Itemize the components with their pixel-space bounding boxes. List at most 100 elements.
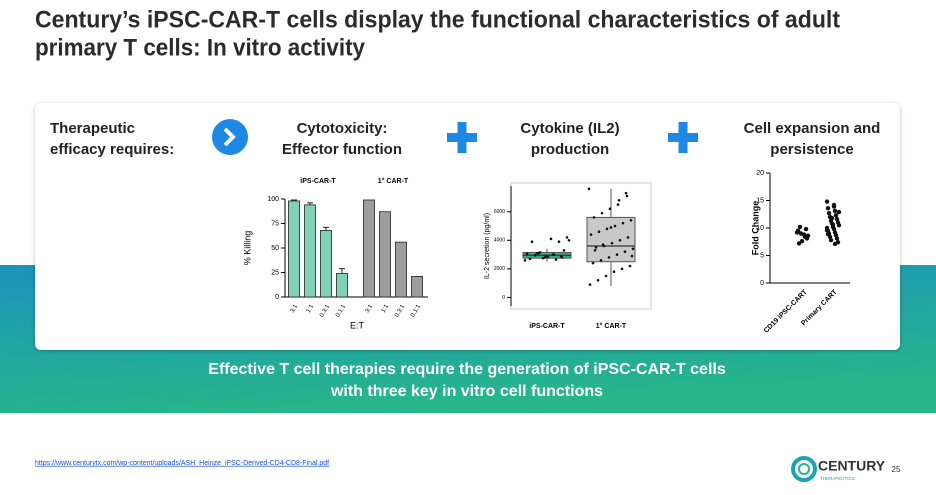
- point: [557, 240, 561, 244]
- y-tick-label: 50: [271, 245, 279, 252]
- point: [525, 252, 529, 256]
- x-tick-label: iPS-CAR-T: [529, 323, 565, 330]
- point: [565, 236, 569, 239]
- point: [824, 199, 830, 204]
- error-bar: [339, 268, 345, 274]
- column-title: Effector function: [282, 141, 402, 158]
- x-tick-label: 1° CAR-T: [596, 322, 627, 330]
- banner-line: with three key in vitro cell functions: [330, 383, 603, 400]
- x-tick-label: 3:1: [290, 303, 300, 314]
- box: [586, 216, 636, 263]
- point: [830, 222, 836, 227]
- point: [618, 238, 622, 242]
- y-tick-label: 4000: [494, 238, 505, 244]
- column-title: production: [531, 141, 609, 158]
- y-tick-label: 0: [275, 294, 279, 301]
- point: [600, 211, 604, 215]
- point: [625, 194, 629, 198]
- point: [587, 187, 591, 191]
- point: [543, 256, 547, 259]
- card: [35, 103, 900, 350]
- point: [594, 246, 598, 249]
- point: [629, 218, 633, 222]
- point: [609, 226, 613, 229]
- point: [523, 258, 527, 262]
- y-tick-label: 2000: [494, 266, 505, 272]
- point: [621, 221, 625, 225]
- point: [604, 274, 608, 278]
- point: [551, 253, 555, 256]
- x-axis-label: E:T: [350, 320, 365, 330]
- title-line: Century’s iPSC-CAR-T cells display the f…: [35, 6, 840, 33]
- y-tick-label: 6000: [494, 209, 505, 215]
- bar: [411, 276, 423, 298]
- chevron: [223, 127, 236, 147]
- point: [591, 261, 595, 265]
- column-title: Cytotoxicity:: [297, 120, 388, 137]
- point: [615, 253, 619, 256]
- point: [617, 198, 621, 202]
- y-tick-label: 5: [760, 252, 764, 259]
- point: [530, 240, 534, 244]
- point: [612, 270, 616, 274]
- point: [554, 258, 558, 261]
- point: [631, 247, 635, 251]
- point: [795, 228, 801, 233]
- point: [824, 228, 830, 233]
- error-bar: [323, 226, 329, 231]
- point: [797, 224, 803, 230]
- x-tick-label: 1:1: [306, 303, 316, 314]
- point: [628, 264, 632, 268]
- point: [535, 251, 539, 255]
- logo-sub: THERAPEUTICS: [820, 476, 855, 481]
- point: [828, 237, 834, 243]
- point: [832, 208, 838, 214]
- point: [829, 215, 835, 221]
- point: [562, 248, 566, 252]
- point: [597, 230, 601, 234]
- error-bar: [307, 202, 313, 205]
- point: [826, 210, 832, 216]
- bar: [336, 273, 348, 298]
- point: [626, 236, 630, 239]
- point: [834, 217, 840, 222]
- bar: [288, 200, 300, 298]
- point: [798, 231, 804, 236]
- y-tick-label: 10: [756, 225, 764, 232]
- point: [588, 283, 592, 286]
- bar: [379, 211, 391, 298]
- point: [528, 257, 532, 261]
- point: [608, 207, 612, 211]
- y-tick-label: 75: [271, 220, 279, 227]
- plus-icons: [447, 122, 698, 153]
- point: [610, 241, 614, 245]
- y-tick-label: 0: [760, 280, 764, 287]
- point: [607, 256, 611, 259]
- logo-icon: [791, 456, 817, 482]
- point: [601, 243, 605, 246]
- point: [533, 253, 537, 257]
- point: [549, 237, 553, 241]
- point: [546, 255, 550, 259]
- y-axis-label: IL-2 secretion (pg/ml): [484, 213, 491, 279]
- x-tick-label: 1:1: [381, 303, 391, 314]
- column-title: Cytokine (IL2): [520, 120, 619, 137]
- point: [592, 216, 596, 219]
- source-link[interactable]: https://www.centurytx.com/wp-content/upl…: [35, 460, 329, 467]
- point: [803, 226, 809, 232]
- point: [613, 224, 617, 228]
- point: [596, 278, 600, 282]
- point: [605, 227, 609, 231]
- column-title: persistence: [770, 141, 853, 158]
- point: [541, 256, 545, 260]
- point: [620, 267, 624, 271]
- intro-line: efficacy requires:: [50, 141, 174, 158]
- logo-text: CENTURY: [818, 458, 886, 474]
- bar: [304, 204, 316, 298]
- bar: [363, 199, 375, 298]
- intro-line: Therapeutic: [50, 120, 135, 137]
- point: [593, 248, 597, 252]
- point: [825, 231, 831, 237]
